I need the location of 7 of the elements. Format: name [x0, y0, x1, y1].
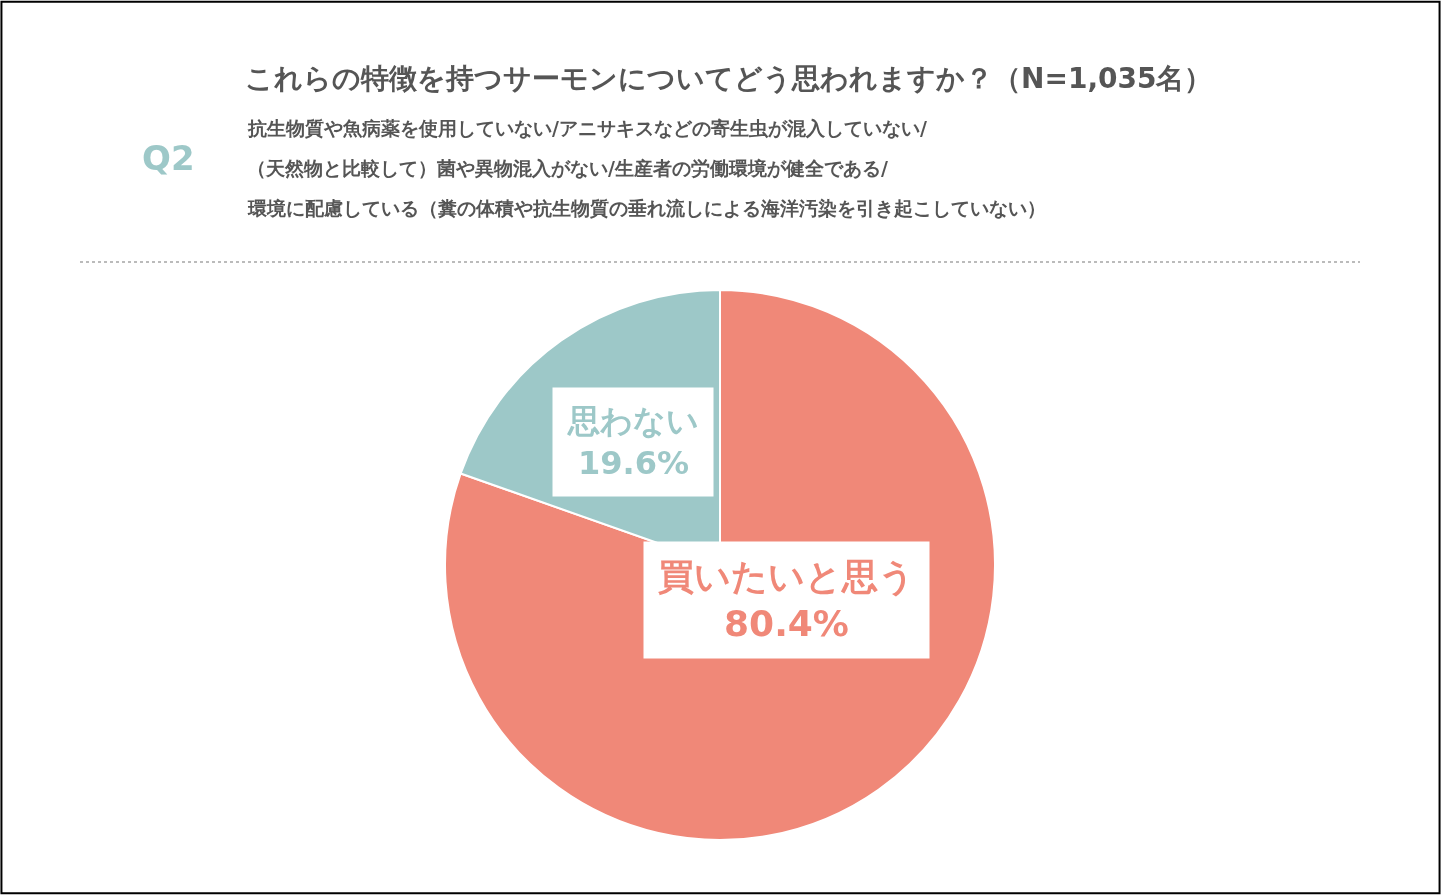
slice-label: 思わない	[567, 402, 699, 440]
data-label: 80.4%	[724, 602, 849, 644]
chart-subtitle: 抗生物質や魚病薬を使用していない/アニサキスなどの寄生虫が混入していない/ （天然物と比較して）菌や異物混入がない/生産者の労働環境が健全である/ 環境に配慮している（糞の体積や抗生物質の垂れ流しによる海洋汚染を引き起こしていない）	[247, 117, 1046, 219]
text: Q2	[142, 138, 195, 178]
slice-label: 買いたいと思う	[658, 556, 915, 597]
data-label: 19.6%	[577, 443, 690, 482]
chart-title: これらの特徴を持つサーモンについてどう思われますか？（N=1,035名）	[245, 61, 1213, 95]
